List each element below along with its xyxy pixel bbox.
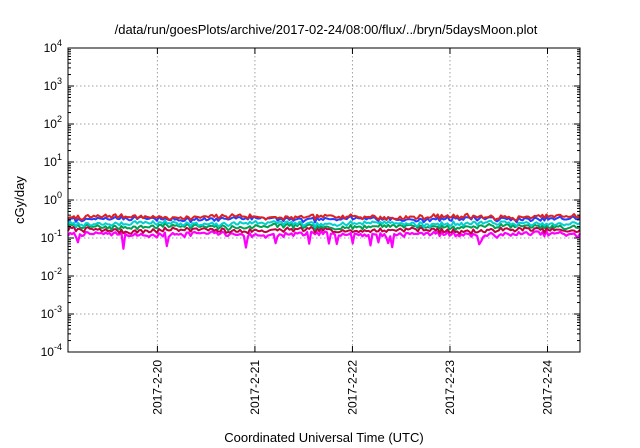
x-axis-label: Coordinated Universal Time (UTC) — [224, 430, 423, 445]
y-tick-label: 10-4 — [41, 342, 62, 359]
x-tick-label: 2017-2-21 — [248, 360, 262, 415]
x-tick-label: 2017-2-24 — [540, 360, 554, 415]
y-tick-label: 103 — [44, 76, 62, 93]
series-line — [67, 212, 581, 222]
y-axis-label-group: cGy/day — [12, 176, 27, 224]
x-tick-label: 2017-2-22 — [345, 360, 359, 415]
series-line — [67, 225, 581, 235]
x-tick-label: 2017-2-23 — [443, 360, 457, 415]
y-tick-label: 101 — [44, 152, 62, 169]
y-tick-label: 104 — [44, 38, 62, 55]
grid — [68, 48, 580, 352]
ticks: 10-4 10-3 10-2 10-1 100 101 102 103 104 2017-2-20… — [41, 38, 580, 415]
series-line — [67, 222, 581, 232]
chart-title: /data/run/goesPlots/archive/2017-02-24/0… — [115, 22, 538, 37]
series-layer — [67, 212, 581, 250]
y-tick-label: 10-2 — [41, 266, 62, 283]
y-tick-label: 102 — [44, 114, 62, 131]
y-axis-label: cGy/day — [12, 176, 27, 224]
x-tick-label: 2017-2-20 — [150, 360, 164, 415]
series-line — [67, 219, 581, 229]
y-tick-label: 10-3 — [41, 304, 62, 321]
y-tick-label: 10-1 — [41, 228, 62, 245]
series-line — [67, 229, 581, 250]
y-tick-label: 100 — [44, 190, 62, 207]
